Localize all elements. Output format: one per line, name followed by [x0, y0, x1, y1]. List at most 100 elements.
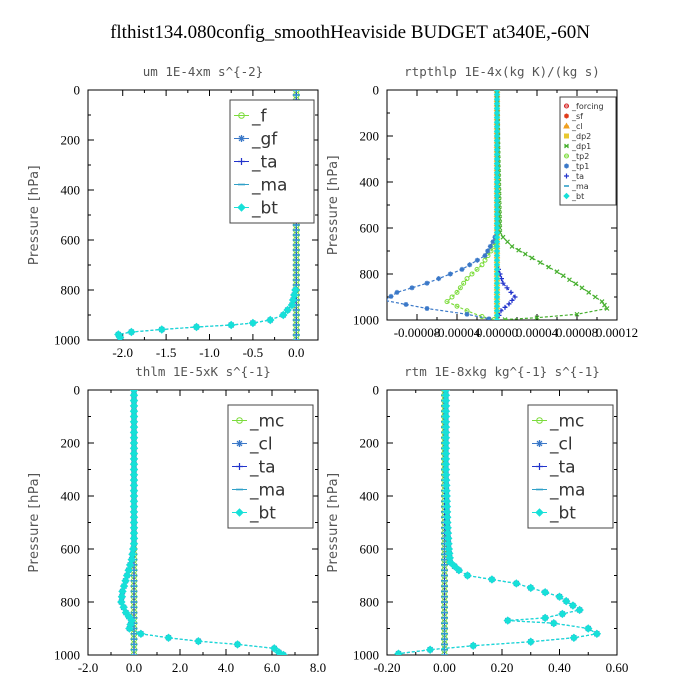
marker-point — [509, 243, 515, 249]
panel-thlm: thlm 1E-5xK s^{-1} Pressure [hPa] 0 200 400 6… — [27, 364, 326, 675]
marker-point — [486, 316, 492, 320]
marker-point — [537, 260, 543, 265]
legend-label: _ma — [251, 175, 287, 195]
y-tick-label: 800 — [360, 267, 380, 282]
marker-point — [536, 440, 543, 447]
legend: _f _gf _ta _ma _bt — [229, 99, 315, 224]
legend-entry: _cl — [563, 122, 583, 131]
x-ticks: -2.0 0.0 2.0 4.0 6.0 8.0 — [78, 390, 326, 675]
marker-point — [502, 317, 508, 320]
marker-point — [236, 440, 243, 447]
marker-point — [485, 248, 491, 254]
legend-entry: _ma — [232, 480, 285, 500]
series-line — [445, 90, 498, 320]
marker-point — [512, 294, 518, 300]
y-tick-label: 200 — [61, 436, 81, 451]
panel-um: um 1E-4xm s^{-2} Pressure [hPa] 0 200 400 600… — [27, 64, 319, 360]
marker-point — [454, 289, 460, 295]
legend-box — [559, 96, 617, 206]
y-tick-label: 0 — [373, 383, 380, 398]
legend-entry: _forcing — [564, 102, 604, 111]
legend-label: _ma — [249, 480, 285, 500]
legend-entry: _cl — [532, 434, 573, 454]
marker-point — [546, 264, 552, 270]
marker-point — [579, 285, 585, 291]
legend-entry: _ma — [564, 182, 589, 191]
legend-entry: _tp2 — [564, 152, 589, 161]
marker-point — [283, 305, 292, 315]
legend-label: _mc — [549, 411, 584, 431]
marker-point — [604, 306, 610, 311]
x-tick-label: 0.60 — [606, 660, 629, 675]
marker-point — [564, 113, 569, 119]
legend-label: _tp2 — [571, 152, 589, 161]
marker-point — [237, 203, 246, 212]
marker-point — [540, 613, 550, 623]
marker-point — [554, 269, 560, 275]
y-tick-label: 800 — [61, 283, 81, 298]
x-tick-label: 0.00 — [433, 660, 456, 675]
marker-point — [564, 143, 569, 149]
legend-label: _cl — [571, 122, 583, 131]
plot-area — [387, 90, 610, 320]
marker-point — [505, 239, 510, 245]
legend-label: _bt — [571, 192, 584, 201]
legend-label: _forcing — [571, 102, 604, 111]
x-tick-label: 4.0 — [218, 660, 234, 675]
marker-point — [449, 294, 455, 300]
x-ticks: -2.0 -1.5 -1.0 -0.5 0.0 — [112, 90, 304, 360]
x-tick-label: 0.00004 — [516, 325, 559, 340]
panel-rtm: rtm 1E-8xkg kg^{-1} s^{-1} Pressure [hPa]… — [326, 364, 628, 675]
marker-point — [573, 281, 579, 287]
marker-point — [490, 239, 496, 245]
x-tick-label: -2.0 — [78, 660, 99, 675]
marker-point — [592, 294, 598, 300]
marker-point — [463, 571, 472, 580]
marker-point — [446, 558, 455, 567]
panel-title: rtm 1E-8xkg kg^{-1} s^{-1} — [404, 364, 600, 379]
legend-label: _ta — [251, 152, 278, 172]
x-tick-label: -0.5 — [243, 345, 264, 360]
marker-point — [467, 262, 473, 268]
y-tick-label: 0 — [74, 383, 81, 398]
y-tick-label: 800 — [61, 595, 81, 610]
marker-point — [568, 601, 578, 610]
legend-label: _cl — [249, 434, 273, 454]
legend-entry: _ma — [234, 175, 287, 195]
legend-entry: _bt — [532, 503, 576, 523]
legend-label: _mc — [249, 411, 284, 431]
marker-point — [409, 285, 415, 291]
marker-point — [424, 280, 430, 286]
marker-point — [444, 299, 450, 305]
marker-point — [461, 280, 467, 286]
marker-point — [535, 508, 544, 517]
marker-point — [529, 255, 535, 261]
marker-point — [500, 234, 506, 240]
panel-title: thlm 1E-5xK s^{-1} — [135, 364, 270, 379]
marker-point — [236, 417, 243, 424]
x-ticks: -0.20 0.00 0.20 0.40 0.60 — [373, 390, 628, 675]
legend-label: _ta — [571, 172, 584, 181]
marker-point — [447, 271, 453, 277]
legend: _mc _cl _ta _ma _bt — [227, 404, 314, 529]
y-tick-label: 1000 — [353, 648, 379, 663]
y-tick-label: 600 — [360, 542, 380, 557]
y-tick-label: 600 — [61, 542, 81, 557]
x-tick-label: 6.0 — [264, 660, 280, 675]
marker-point — [469, 641, 478, 650]
marker-point — [238, 135, 245, 142]
marker-point — [592, 629, 602, 639]
marker-point — [266, 315, 275, 325]
x-tick-label: 0.0 — [126, 660, 142, 675]
legend-entry: _cl — [232, 434, 273, 454]
y-axis-label: Pressure [hPa] — [326, 472, 341, 572]
figure-title: flthist134.080config_smoothHeaviside BUD… — [110, 22, 590, 43]
y-tick-label: 400 — [360, 489, 380, 504]
marker-point — [454, 303, 460, 309]
legend-entry: _ma — [532, 480, 585, 500]
marker-point — [506, 301, 512, 307]
series-bt — [114, 285, 300, 340]
marker-point — [394, 649, 403, 655]
legend-label: _cl — [549, 434, 573, 454]
marker-point — [502, 304, 508, 310]
